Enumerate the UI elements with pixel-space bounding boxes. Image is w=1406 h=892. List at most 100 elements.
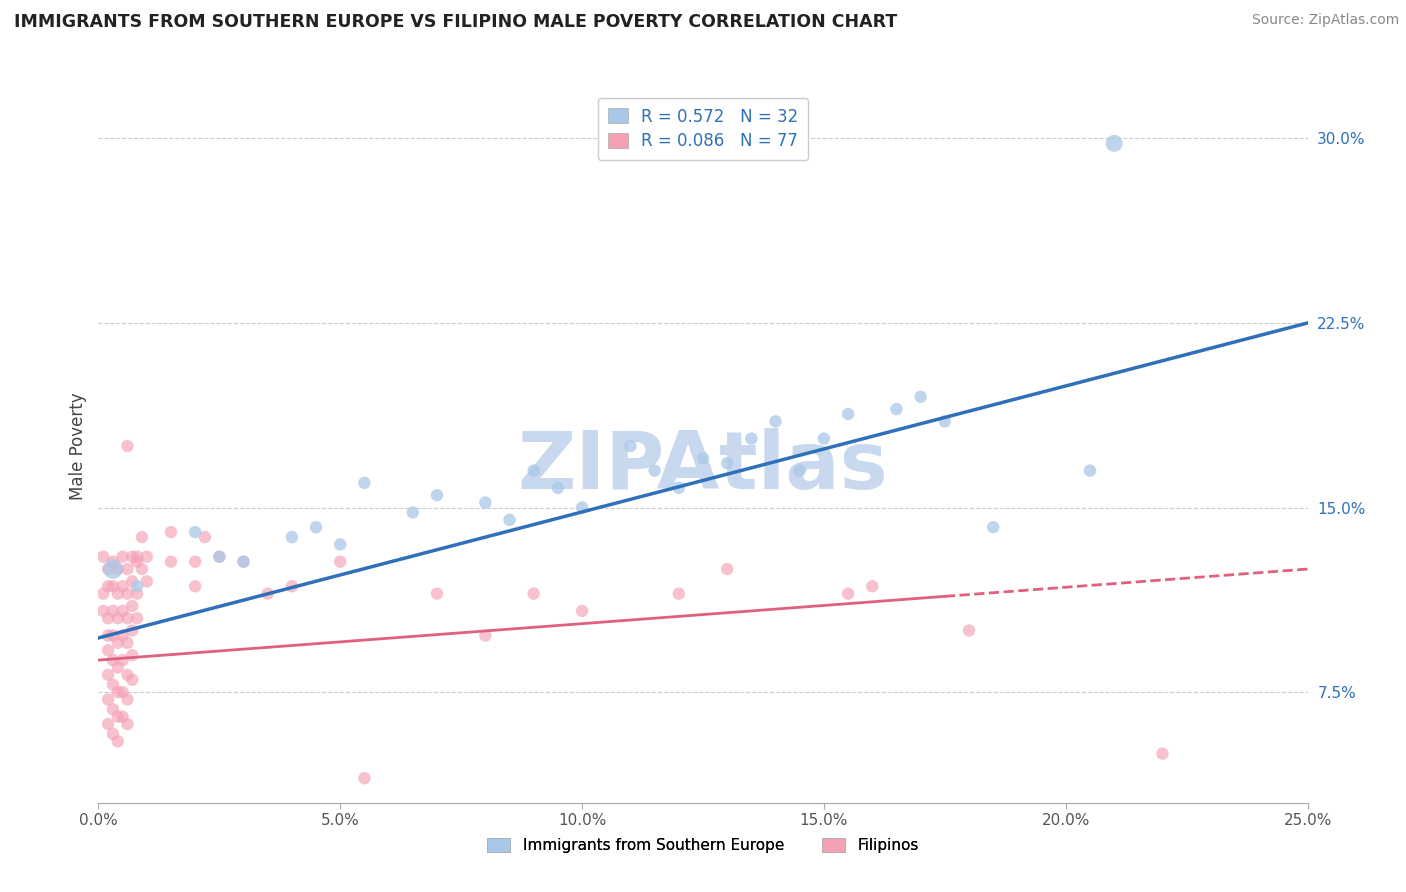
Point [426, 488, 449, 502]
Point [117, 668, 139, 682]
Point [523, 464, 546, 478]
Point [160, 555, 183, 569]
Point [957, 624, 980, 638]
Point [97, 692, 120, 706]
Point [97, 643, 120, 657]
Point [97, 562, 120, 576]
Point [886, 402, 908, 417]
Point [111, 709, 134, 723]
Point [107, 685, 129, 699]
Point [281, 579, 304, 593]
Point [184, 579, 207, 593]
Point [184, 525, 207, 540]
Point [547, 481, 569, 495]
Point [194, 530, 217, 544]
Point [111, 628, 134, 642]
Point [97, 628, 120, 642]
Point [426, 587, 449, 601]
Point [91, 604, 114, 618]
Point [860, 579, 883, 593]
Point [101, 727, 124, 741]
Point [716, 456, 738, 470]
Point [644, 464, 666, 478]
Point [668, 587, 690, 601]
Point [305, 520, 328, 534]
Point [117, 587, 139, 601]
Point [101, 604, 124, 618]
Point [117, 692, 139, 706]
Point [837, 407, 859, 421]
Point [256, 587, 278, 601]
Point [813, 432, 835, 446]
Point [101, 555, 124, 569]
Point [740, 432, 762, 446]
Point [837, 587, 859, 601]
Point [111, 604, 134, 618]
Point [101, 653, 124, 667]
Point [353, 771, 375, 785]
Point [107, 660, 129, 674]
Point [121, 648, 143, 662]
Point [281, 530, 304, 544]
Point [474, 628, 496, 642]
Text: ZIPAtlas: ZIPAtlas [517, 428, 889, 507]
Point [402, 505, 425, 519]
Point [97, 717, 120, 731]
Point [97, 611, 120, 625]
Point [107, 562, 129, 576]
Point [117, 717, 139, 731]
Point [127, 555, 149, 569]
Point [208, 549, 231, 564]
Point [1102, 136, 1125, 151]
Point [668, 481, 690, 495]
Point [111, 685, 134, 699]
Point [117, 562, 139, 576]
Point [789, 464, 811, 478]
Point [981, 520, 1004, 534]
Point [127, 611, 149, 625]
Point [91, 587, 114, 601]
Point [184, 555, 207, 569]
Point [353, 475, 375, 490]
Point [101, 702, 124, 716]
Point [135, 549, 157, 564]
Point [716, 562, 738, 576]
Point [101, 579, 124, 593]
Point [523, 587, 546, 601]
Point [910, 390, 932, 404]
Point [1078, 464, 1101, 478]
Point [117, 611, 139, 625]
Point [117, 439, 139, 453]
Point [692, 451, 714, 466]
Point [121, 574, 143, 589]
Point [498, 513, 520, 527]
Point [111, 653, 134, 667]
Point [111, 549, 134, 564]
Point [765, 414, 787, 428]
Point [97, 579, 120, 593]
Text: IMMIGRANTS FROM SOUTHERN EUROPE VS FILIPINO MALE POVERTY CORRELATION CHART: IMMIGRANTS FROM SOUTHERN EUROPE VS FILIP… [14, 13, 897, 31]
Point [131, 562, 153, 576]
Point [208, 549, 231, 564]
Point [135, 574, 157, 589]
Point [127, 579, 149, 593]
Point [107, 587, 129, 601]
Point [107, 636, 129, 650]
Point [121, 549, 143, 564]
Point [107, 611, 129, 625]
Point [101, 628, 124, 642]
Y-axis label: Male Poverty: Male Poverty [69, 392, 87, 500]
Point [121, 673, 143, 687]
Point [329, 537, 352, 551]
Point [571, 500, 593, 515]
Point [107, 709, 129, 723]
Point [101, 678, 124, 692]
Point [111, 579, 134, 593]
Point [571, 604, 593, 618]
Point [121, 599, 143, 613]
Point [474, 495, 496, 509]
Point [329, 555, 352, 569]
Text: Source: ZipAtlas.com: Source: ZipAtlas.com [1251, 13, 1399, 28]
Point [107, 734, 129, 748]
Point [232, 555, 254, 569]
